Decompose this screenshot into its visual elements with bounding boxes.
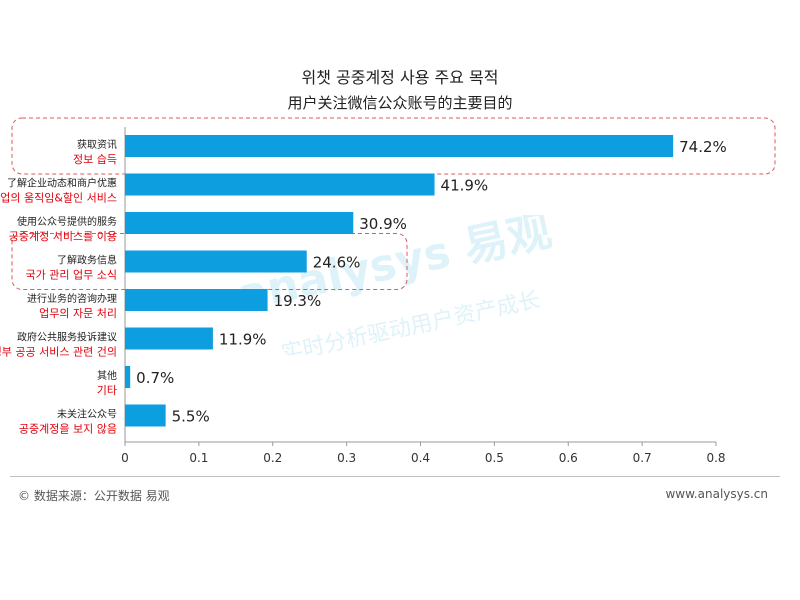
category-translation: 정보 습득 xyxy=(73,153,117,166)
bar-value-label: 0.7% xyxy=(136,369,174,387)
footer-site: www.analysys.cn xyxy=(665,487,768,501)
category-translation: 공중계정 서비스를 이용 xyxy=(9,230,117,243)
chart-title-korean: 위챗 공중계정 사용 주요 목적 xyxy=(301,68,499,87)
bar xyxy=(125,404,166,427)
footer-source: © 数据来源：公开数据 易观 xyxy=(18,489,170,503)
category-translation: 정부 공공 서비스 관련 건의 xyxy=(0,346,117,359)
footer-divider xyxy=(10,476,780,477)
category-translation: 기업의 움직임&할인 서비스 xyxy=(0,192,117,205)
highlight-box xyxy=(11,117,776,175)
category-translation: 국가 관리 업무 소식 xyxy=(26,269,117,282)
category-label: 政府公共服务投诉建议 xyxy=(17,331,117,344)
x-tick-label: 0.4 xyxy=(411,451,430,465)
category-label: 获取资讯 xyxy=(77,139,117,151)
bar xyxy=(125,212,354,234)
highlight-box xyxy=(11,233,408,290)
bar-value-label: 19.3% xyxy=(274,292,322,310)
x-tick-label: 0.5 xyxy=(485,451,504,465)
category-translation: 공중계정을 보지 않음 xyxy=(19,423,117,436)
x-tick-label: 0.6 xyxy=(559,451,578,465)
x-tick-label: 0.2 xyxy=(263,451,282,465)
x-tick-label: 0 xyxy=(121,451,129,465)
category-translation: 기타 xyxy=(97,384,117,397)
category-label: 进行业务的咨询办理 xyxy=(27,292,117,305)
bar-value-label: 30.9% xyxy=(359,215,407,233)
bar xyxy=(125,250,307,273)
x-tick-label: 0.3 xyxy=(337,451,356,465)
category-translation: 업무의 자문 처리 xyxy=(39,307,117,320)
bar-value-label: 41.9% xyxy=(441,177,489,195)
x-tick-label: 0.8 xyxy=(706,451,725,465)
bar-value-label: 5.5% xyxy=(172,408,210,426)
bar xyxy=(125,327,213,350)
category-label: 其他 xyxy=(97,369,117,382)
category-label: 了解企业动态和商户优惠 xyxy=(7,177,117,190)
chart-title-chinese: 用户关注微信公众账号的主要目的 xyxy=(287,94,513,112)
bar xyxy=(125,366,131,388)
bar-value-label: 24.6% xyxy=(313,254,361,272)
bar xyxy=(125,173,435,196)
bar-value-label: 74.2% xyxy=(679,138,727,156)
category-label: 使用公众号提供的服务 xyxy=(17,215,117,228)
category-label: 未关注公众号 xyxy=(57,408,117,421)
bar-value-label: 11.9% xyxy=(219,331,267,349)
x-tick-label: 0.7 xyxy=(633,451,652,465)
bar xyxy=(125,135,674,157)
bar xyxy=(125,289,268,311)
category-label: 了解政务信息 xyxy=(57,254,117,267)
x-tick-label: 0.1 xyxy=(189,451,208,465)
